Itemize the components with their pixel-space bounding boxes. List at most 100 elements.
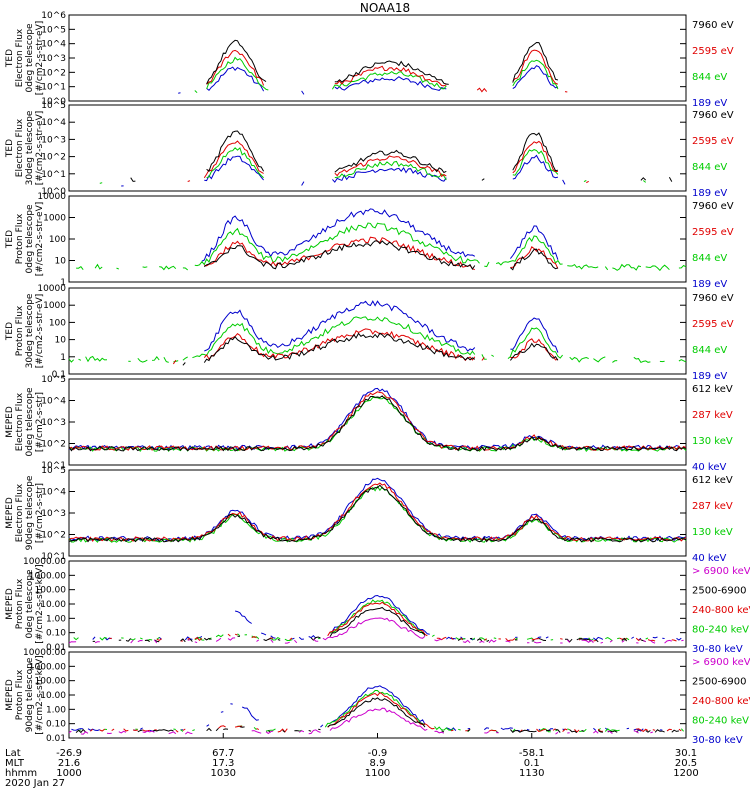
panel-frame bbox=[68, 14, 687, 102]
legend-entry: 2500-6900 keV bbox=[692, 586, 750, 597]
y-tick-label: 0.01 bbox=[46, 734, 66, 744]
y-tick-label: 1000 bbox=[43, 301, 66, 311]
legend-entry: 612 keV bbox=[692, 384, 733, 395]
y-tick-label: 10^4 bbox=[41, 118, 66, 128]
series-line bbox=[68, 396, 687, 453]
legend-entry: 2500-6900 keV bbox=[692, 677, 750, 688]
y-axis-label: Electron Flux bbox=[15, 483, 25, 542]
y-tick-label: 0.1 bbox=[52, 370, 66, 380]
series-line bbox=[71, 686, 681, 731]
y-tick-label: 10^2 bbox=[41, 153, 66, 163]
y-tick-label: 10000 bbox=[37, 192, 66, 202]
panel-3: 1 10 100 1000 10000 TED Proton Flux 0deg telesc… bbox=[5, 192, 734, 290]
legend-entry: 2595 eV bbox=[692, 227, 734, 238]
y-tick-label: 10^4 bbox=[41, 488, 66, 498]
legend-entry: 2595 eV bbox=[692, 319, 734, 330]
y-tick-label: 0.01 bbox=[46, 643, 66, 653]
legend-entry: 612 keV bbox=[692, 475, 733, 486]
y-axis-label: TED bbox=[5, 230, 15, 249]
series-line bbox=[99, 147, 647, 184]
y-tick-label: 10^4 bbox=[41, 40, 66, 50]
legend-entry: 2595 eV bbox=[692, 46, 734, 57]
y-axis-label: [#/cm2-s-str] bbox=[35, 483, 45, 543]
y-tick-label: 100 bbox=[49, 235, 66, 245]
y-tick-label: 1 bbox=[60, 278, 66, 288]
legend-entry: 844 eV bbox=[692, 162, 727, 173]
x-row-value: 21.6 bbox=[58, 758, 80, 769]
y-tick-label: 1.00 bbox=[46, 705, 66, 715]
legend-entry: 2595 eV bbox=[692, 136, 734, 147]
series-line bbox=[204, 301, 681, 359]
x-row-value: 1000 bbox=[56, 768, 81, 779]
legend-entry: 7960 eV bbox=[692, 20, 734, 31]
y-axis-label: Proton Flux bbox=[15, 213, 25, 264]
series-line bbox=[68, 485, 687, 543]
x-row-value: 17.3 bbox=[212, 758, 234, 769]
y-axis-label: 0deg telescope bbox=[25, 204, 35, 274]
x-row-value: 30.1 bbox=[675, 748, 697, 759]
series-line bbox=[202, 209, 658, 263]
legend-entry: 240-800 keV bbox=[692, 605, 750, 616]
y-tick-label: 10^5 bbox=[41, 466, 66, 476]
legend-entry: 80-240 keV bbox=[692, 716, 749, 727]
y-tick-label: 10 bbox=[55, 257, 67, 267]
x-row-value: -58.1 bbox=[519, 748, 545, 759]
y-axis-label: [#/cm2-s-str-eV] bbox=[35, 111, 45, 186]
legend-entry: 844 eV bbox=[692, 72, 727, 83]
panel-frame bbox=[68, 195, 687, 283]
y-tick-label: 100.00 bbox=[35, 586, 67, 596]
series-line bbox=[207, 40, 684, 89]
panel-4: 0.1 1 10 100 1000 10000 TED Proton Flux 30deg te… bbox=[5, 284, 734, 382]
y-tick-label: 10000.00 bbox=[23, 648, 66, 658]
chart-title: NOAA18 bbox=[360, 1, 410, 15]
y-axis-label: MEPED bbox=[5, 588, 15, 620]
series-line bbox=[78, 690, 684, 733]
x-row-label: hhmm bbox=[5, 768, 37, 779]
y-axis-label: TED bbox=[5, 49, 15, 68]
y-axis-label: [#/cm2-s-str] bbox=[35, 392, 45, 452]
series-line bbox=[204, 237, 679, 270]
y-axis-label: [#/cm2-s-str-eV] bbox=[35, 294, 45, 369]
y-axis-label: 30deg telescope bbox=[25, 110, 35, 185]
legend-entry: 130 keV bbox=[692, 527, 733, 538]
y-axis-label: Proton Flux bbox=[15, 305, 25, 356]
y-tick-label: 100.00 bbox=[35, 677, 67, 687]
x-row-label: Lat bbox=[5, 748, 21, 759]
y-tick-label: 10^6 bbox=[41, 11, 66, 21]
series-line bbox=[76, 222, 687, 272]
y-tick-label: 1.00 bbox=[46, 614, 66, 624]
y-axis-label: Electron Flux bbox=[15, 28, 25, 87]
y-axis-label: 0deg telescope bbox=[25, 23, 35, 93]
legend-entry: 844 eV bbox=[692, 253, 727, 264]
x-axis-rows: Lat -26.9 67.7 -0.9 -58.1 30.1 MLT 21.6 17.3 8.9 0… bbox=[5, 733, 699, 789]
series-line bbox=[68, 482, 687, 543]
legend-entry: 7960 eV bbox=[692, 110, 734, 121]
panel-2: 10^0 10^1 10^2 10^3 10^4 10^5 TED Electron Flux… bbox=[5, 101, 734, 199]
y-tick-label: 100 bbox=[49, 318, 66, 328]
y-tick-label: 10.00 bbox=[40, 600, 66, 610]
y-tick-label: 10^1 bbox=[41, 170, 66, 180]
x-row-value: 20.5 bbox=[675, 758, 697, 769]
legend-entry: 844 eV bbox=[692, 345, 727, 356]
y-tick-label: 10^5 bbox=[41, 101, 66, 111]
y-tick-label: 10^3 bbox=[41, 418, 66, 428]
legend-entry: 80-240 keV bbox=[692, 625, 749, 636]
legend-entry: 30-80 keV bbox=[692, 735, 743, 746]
y-axis-label: MEPED bbox=[5, 406, 15, 438]
panel-frame bbox=[68, 469, 687, 557]
series-line bbox=[68, 316, 687, 364]
y-axis-label: Electron Flux bbox=[15, 392, 25, 451]
legend-entry: 189 eV bbox=[692, 371, 727, 382]
y-axis-label: 0deg telescope bbox=[25, 569, 35, 639]
y-tick-label: 1 bbox=[60, 353, 66, 363]
legend-entry: 30-80 keV bbox=[692, 644, 743, 655]
y-axis-label: TED bbox=[5, 322, 15, 341]
panel-5: 10^1 10^2 10^3 10^4 10^5 MEPED Electron Flux 0d… bbox=[5, 375, 733, 473]
legend-entry: 240-800 keV bbox=[692, 696, 750, 707]
x-row-value: 1030 bbox=[211, 768, 236, 779]
y-tick-label: 10^1 bbox=[41, 83, 66, 93]
y-tick-label: 10^0 bbox=[41, 97, 66, 107]
legend-entry: 287 keV bbox=[692, 501, 733, 512]
